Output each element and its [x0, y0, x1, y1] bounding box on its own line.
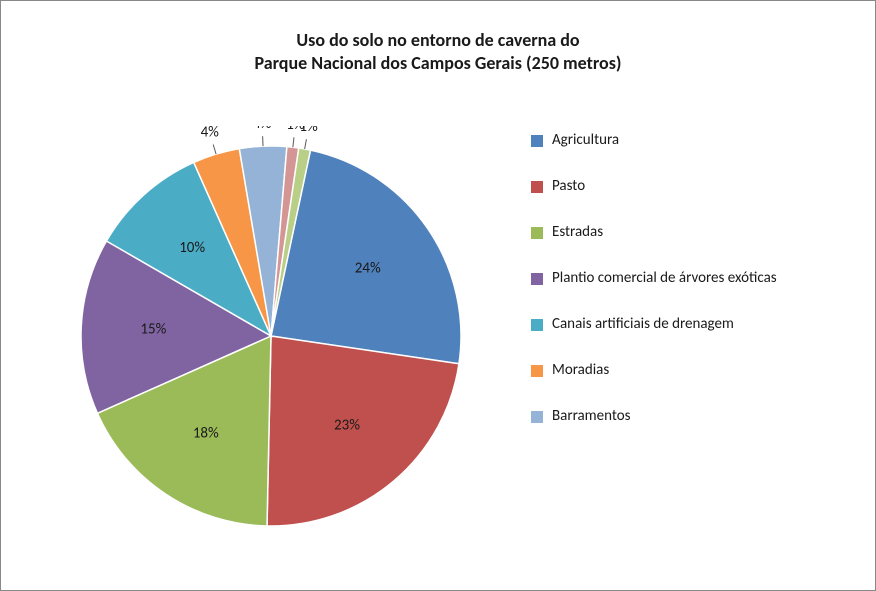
pie-data-label: 4% [201, 126, 220, 142]
legend-swatch [531, 411, 543, 423]
legend-label: Barramentos [552, 407, 631, 425]
leader-line [305, 139, 307, 149]
pie-data-label: 1% [299, 126, 318, 136]
legend-swatch [531, 365, 543, 377]
legend-label: Canais artificiais de drenagem [552, 315, 734, 333]
legend-item: Canais artificiais de drenagem [531, 315, 851, 333]
legend-label: Estradas [552, 223, 603, 241]
legend-item: Agricultura [531, 131, 851, 149]
legend-item: Pasto [531, 177, 851, 195]
legend-swatch [531, 181, 543, 193]
chart-title-line1: Uso do solo no entorno de caverna do [296, 29, 579, 51]
leader-line [213, 145, 216, 155]
legend-label: Moradias [552, 361, 609, 379]
legend-item: Plantio comercial de árvores exóticas [531, 269, 851, 287]
chart-title-line2: Parque Nacional dos Campos Gerais (250 m… [255, 52, 622, 74]
legend-label: Plantio comercial de árvores exóticas [552, 269, 777, 287]
chart-container: Uso do solo no entorno de caverna do Par… [0, 0, 876, 591]
legend-swatch [531, 227, 543, 239]
pie-data-label: 24% [355, 259, 381, 277]
legend-swatch [531, 319, 543, 331]
pie-data-label: 18% [193, 425, 219, 443]
legend-swatch [531, 135, 543, 147]
legend: Agricultura Pasto Estradas Plantio comercia… [531, 131, 851, 453]
pie-data-label: 10% [179, 239, 205, 257]
legend-item: Estradas [531, 223, 851, 241]
legend-swatch [531, 273, 543, 285]
pie-data-label: 4% [253, 126, 272, 133]
pie-data-label: 15% [140, 320, 166, 338]
legend-label: Pasto [552, 177, 585, 195]
pie-slice [267, 336, 459, 526]
pie-chart: 24%23%18%15%10%4%4%1%1% [61, 126, 481, 546]
pie-svg: 24%23%18%15%10%4%4%1%1% [61, 126, 481, 546]
legend-item: Moradias [531, 361, 851, 379]
legend-item: Barramentos [531, 407, 851, 425]
legend-label: Agricultura [552, 131, 619, 149]
pie-data-label: 23% [334, 417, 360, 435]
leader-line [293, 137, 294, 147]
chart-title: Uso do solo no entorno de caverna do Par… [1, 29, 875, 74]
